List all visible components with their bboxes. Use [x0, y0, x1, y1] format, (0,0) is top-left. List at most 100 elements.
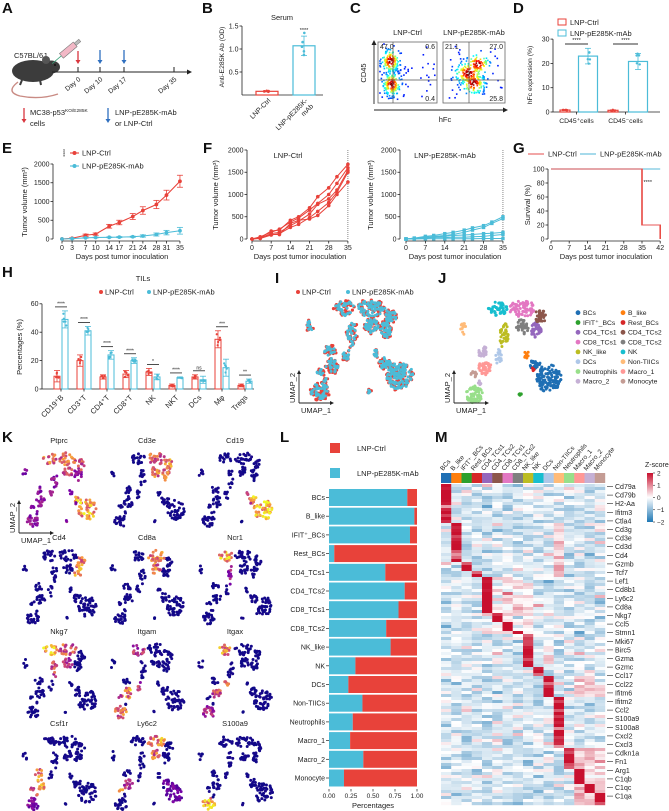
cell-point-mab — [385, 335, 389, 339]
cell-point — [85, 507, 89, 511]
quadrant-value: 0.4 — [425, 96, 435, 103]
cell-point — [142, 480, 146, 484]
cell-point — [258, 513, 262, 517]
cell-point — [506, 333, 510, 337]
cell-point-mab — [346, 302, 350, 306]
flow-event — [394, 81, 397, 84]
cell-point — [87, 606, 91, 610]
legend-marker — [99, 290, 103, 294]
cell-point — [29, 715, 33, 719]
cell-point-mab — [314, 390, 318, 394]
legend-marker — [575, 349, 581, 355]
cell-point — [176, 704, 180, 708]
flow-event — [407, 70, 410, 73]
cell-point — [52, 578, 56, 582]
cell-point — [481, 364, 485, 368]
flow-event — [460, 68, 463, 70]
cell-point — [165, 657, 169, 661]
legend-label: Macro_1 — [628, 369, 655, 376]
x-category-label: NKT — [163, 393, 180, 410]
cell-point — [27, 614, 31, 618]
x-tick-label: 14 — [441, 245, 449, 252]
x-axis-label: Days post tumor inoculation — [409, 252, 502, 261]
legend-marker — [147, 290, 151, 294]
cell-point — [219, 556, 223, 560]
gene-title: Itgam — [138, 627, 157, 636]
cell-point — [80, 462, 84, 466]
cell-point-mab — [321, 371, 325, 375]
cell-point — [255, 464, 259, 468]
cell-point — [58, 459, 62, 463]
flow-event — [459, 89, 461, 91]
x-category-label: DCs — [187, 393, 204, 410]
cell-point-mab — [390, 372, 394, 376]
flow-event — [387, 71, 390, 73]
cell-point-mab — [347, 348, 351, 352]
cell-point — [207, 615, 211, 619]
cell-point — [210, 613, 214, 617]
cell-point-mab — [386, 372, 390, 376]
cell-point — [50, 570, 54, 574]
panel-label: F — [203, 140, 212, 157]
x-tick-label: 0 — [250, 245, 254, 252]
cell-point — [262, 500, 266, 504]
cell-point — [117, 620, 121, 624]
cell-point — [162, 568, 166, 572]
flow-event — [405, 83, 407, 86]
cell-point — [123, 609, 127, 613]
cell-point — [74, 501, 78, 505]
cell-point-mab — [393, 367, 397, 371]
cell-point — [557, 372, 561, 376]
cell-point — [135, 456, 139, 460]
feature-plot: Ncr1 — [198, 533, 273, 626]
cell-point — [78, 705, 82, 709]
cell-point — [73, 662, 77, 666]
cell-point — [535, 361, 539, 365]
flow-event — [380, 77, 383, 80]
arrowhead — [330, 401, 334, 405]
cell-point — [67, 659, 71, 663]
cell-point — [35, 588, 39, 592]
cell-point — [231, 477, 235, 481]
y-axis-label: Anti-E285K Ab (OD) — [219, 27, 226, 88]
cell-point — [230, 551, 234, 555]
cell-point — [241, 468, 245, 472]
flow-event — [402, 95, 405, 98]
cell-point — [515, 325, 519, 329]
cell-point — [198, 564, 202, 568]
cell-point — [140, 651, 144, 655]
cell-point-mab — [351, 326, 355, 330]
flow-event — [386, 84, 388, 86]
data-point — [248, 381, 252, 384]
flow-event — [457, 66, 460, 68]
cell-point — [35, 512, 39, 516]
x-tick-label: 21 — [129, 245, 137, 252]
flow-event — [476, 73, 479, 75]
flow-event — [470, 74, 473, 77]
cell-point — [479, 354, 483, 358]
cell-point-mab — [334, 365, 338, 369]
mouse-tail — [11, 81, 59, 99]
data-point — [302, 53, 306, 57]
cell-point — [139, 483, 143, 487]
cell-point — [140, 552, 144, 556]
cell-point — [530, 329, 534, 333]
data-point — [481, 223, 486, 228]
cell-point — [80, 597, 84, 601]
cell-point — [161, 599, 165, 603]
flow-event — [478, 76, 481, 78]
cell-point — [548, 369, 552, 373]
x-axis-label: Days post tumor inoculation — [76, 252, 169, 261]
cell-point — [166, 685, 170, 689]
cell-point — [167, 706, 171, 710]
cell-point — [503, 311, 507, 315]
flow-event — [469, 67, 472, 69]
legend-label: LNP-pE285K-mAb — [352, 288, 414, 297]
cell-point — [128, 593, 132, 597]
cell-point — [152, 710, 156, 714]
cell-point-mab — [379, 309, 383, 313]
cell-point — [29, 602, 33, 606]
flow-event — [394, 62, 397, 65]
flow-event — [387, 92, 389, 94]
